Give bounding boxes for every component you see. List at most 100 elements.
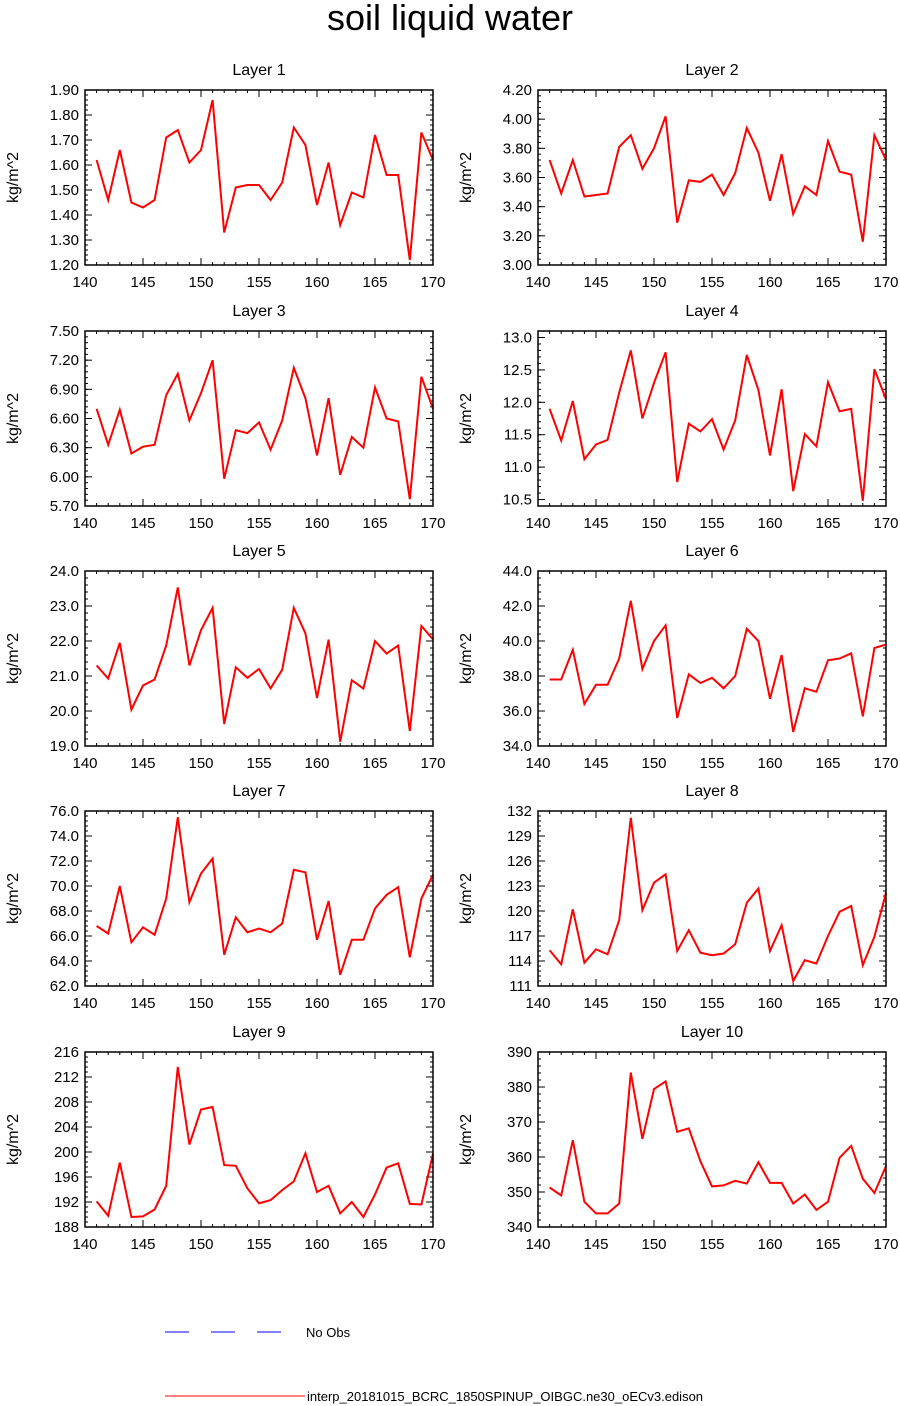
series-line xyxy=(548,115,887,242)
chart-panel-3: Layer 3 kg/m^2 140 145 150 155 160 165 170 5.70 6.… xyxy=(5,303,446,532)
y-tick-label: 200 xyxy=(54,1144,79,1161)
y-tick-label: 24.0 xyxy=(50,563,79,580)
y-tick-label: 1.20 xyxy=(50,257,79,274)
x-tick-label: 150 xyxy=(188,1236,213,1253)
y-tick-label: 350 xyxy=(507,1184,532,1201)
y-tick-label: 120 xyxy=(507,903,532,920)
y-tick-label: 12.5 xyxy=(503,362,532,379)
y-tick-label: 212 xyxy=(54,1069,79,1086)
x-tick-label: 155 xyxy=(246,1236,271,1253)
y-tick-label: 3.80 xyxy=(503,140,532,157)
series-line xyxy=(95,1066,434,1219)
plot-frame xyxy=(84,810,434,987)
series-line xyxy=(96,817,434,976)
x-tick-label: 150 xyxy=(188,755,213,772)
y-tick-label: 74.0 xyxy=(50,828,79,845)
x-tick-label: 150 xyxy=(641,274,666,291)
chart-panel-8: Layer 8 kg/m^2 140 145 150 155 160 165 170 111 114… xyxy=(458,783,899,1012)
y-tick-label: 370 xyxy=(507,1114,532,1131)
plot-frame xyxy=(537,810,887,987)
y-tick-label: 380 xyxy=(507,1079,532,1096)
panel-title: Layer 4 xyxy=(685,303,738,320)
x-tick-label: 145 xyxy=(583,274,608,291)
x-tick-label: 145 xyxy=(130,515,155,532)
y-tick-label: 72.0 xyxy=(50,853,79,870)
y-tick-label: 6.30 xyxy=(50,440,79,457)
x-tick-label: 160 xyxy=(304,1236,329,1253)
panel-title: Layer 8 xyxy=(685,783,738,800)
x-tick-label: 170 xyxy=(873,1236,898,1253)
y-tick-label: 117 xyxy=(508,928,532,945)
chart-panel-5: Layer 5 kg/m^2 140 145 150 155 160 165 170 19.0 20… xyxy=(5,543,446,772)
panel-title: Layer 6 xyxy=(685,543,738,560)
series-line xyxy=(548,817,887,984)
y-tick-label: 40.0 xyxy=(503,633,532,650)
x-tick-label: 155 xyxy=(246,515,271,532)
chart-panel-7: Layer 7 kg/m^2 140 145 150 155 160 165 170 62.0 64… xyxy=(5,783,446,1012)
x-tick-label: 155 xyxy=(699,1236,724,1253)
chart-panel-4: Layer 4 kg/m^2 140 145 150 155 160 165 170 10.5 11… xyxy=(458,303,899,532)
x-tick-label: 155 xyxy=(699,755,724,772)
panels-container: Layer 1 kg/m^2 140 145 150 155 160 165 170 1.20 1.… xyxy=(5,62,899,1253)
x-tick-label: 150 xyxy=(188,274,213,291)
y-tick-label: 1.40 xyxy=(50,207,79,224)
x-tick-label: 160 xyxy=(304,274,329,291)
x-tick-label: 145 xyxy=(583,1236,608,1253)
legend-model-label: interp_20181015_BCRC_1850SPINUP_OIBGC.ne… xyxy=(307,1389,703,1404)
panel-title: Layer 2 xyxy=(685,62,738,79)
legend: No Obs interp_20181015_BCRC_1850SPINUP_O… xyxy=(165,1325,703,1404)
y-tick-label: 3.60 xyxy=(503,170,532,187)
series-line xyxy=(95,99,434,261)
y-tick-label: 3.20 xyxy=(503,228,532,245)
plot-frame xyxy=(537,89,887,266)
y-tick-label: 360 xyxy=(507,1149,532,1166)
y-tick-label: 1.70 xyxy=(50,132,79,149)
y-tick-label: 390 xyxy=(507,1044,532,1061)
y-tick-label: 5.70 xyxy=(50,498,79,515)
chart-panel-9: Layer 9 kg/m^2 140 145 150 155 160 165 170 188 192… xyxy=(5,1024,446,1253)
x-tick-label: 155 xyxy=(699,515,724,532)
y-tick-label: 23.0 xyxy=(50,598,79,615)
x-tick-label: 140 xyxy=(525,1236,550,1253)
y-tick-label: 4.20 xyxy=(503,82,532,99)
x-tick-label: 170 xyxy=(420,515,445,532)
x-tick-label: 140 xyxy=(525,274,550,291)
y-axis-label: kg/m^2 xyxy=(458,873,475,924)
x-tick-label: 150 xyxy=(188,995,213,1012)
x-tick-label: 140 xyxy=(525,755,550,772)
y-tick-label: 1.90 xyxy=(50,82,79,99)
y-tick-label: 192 xyxy=(54,1194,79,1211)
y-tick-label: 111 xyxy=(509,978,532,995)
y-tick-label: 216 xyxy=(54,1044,79,1061)
y-axis-label: kg/m^2 xyxy=(5,152,22,203)
y-tick-label: 114 xyxy=(508,953,532,970)
y-tick-label: 1.80 xyxy=(50,107,79,124)
x-tick-label: 165 xyxy=(362,755,387,772)
x-tick-label: 165 xyxy=(362,515,387,532)
panel-title: Layer 3 xyxy=(232,303,285,320)
y-tick-label: 66.0 xyxy=(50,928,79,945)
y-tick-label: 12.0 xyxy=(503,394,532,411)
y-tick-label: 42.0 xyxy=(503,598,532,615)
series-line xyxy=(549,1072,887,1215)
y-tick-label: 13.0 xyxy=(503,329,532,346)
x-tick-label: 145 xyxy=(130,274,155,291)
x-tick-label: 145 xyxy=(583,995,608,1012)
series-line xyxy=(548,350,887,501)
y-tick-label: 76.0 xyxy=(50,803,79,820)
y-axis-label: kg/m^2 xyxy=(5,393,22,444)
x-tick-label: 140 xyxy=(525,515,550,532)
y-tick-label: 19.0 xyxy=(50,738,79,755)
y-tick-label: 6.90 xyxy=(50,381,79,398)
y-tick-label: 7.20 xyxy=(50,352,79,369)
x-tick-label: 165 xyxy=(815,1236,840,1253)
x-tick-label: 165 xyxy=(815,274,840,291)
x-tick-label: 140 xyxy=(72,274,97,291)
x-tick-label: 170 xyxy=(873,274,898,291)
y-tick-label: 36.0 xyxy=(503,703,532,720)
x-tick-label: 150 xyxy=(188,515,213,532)
figure-title: soil liquid water xyxy=(327,0,573,38)
y-tick-label: 132 xyxy=(507,803,532,820)
x-tick-label: 145 xyxy=(130,1236,155,1253)
x-tick-label: 170 xyxy=(420,755,445,772)
